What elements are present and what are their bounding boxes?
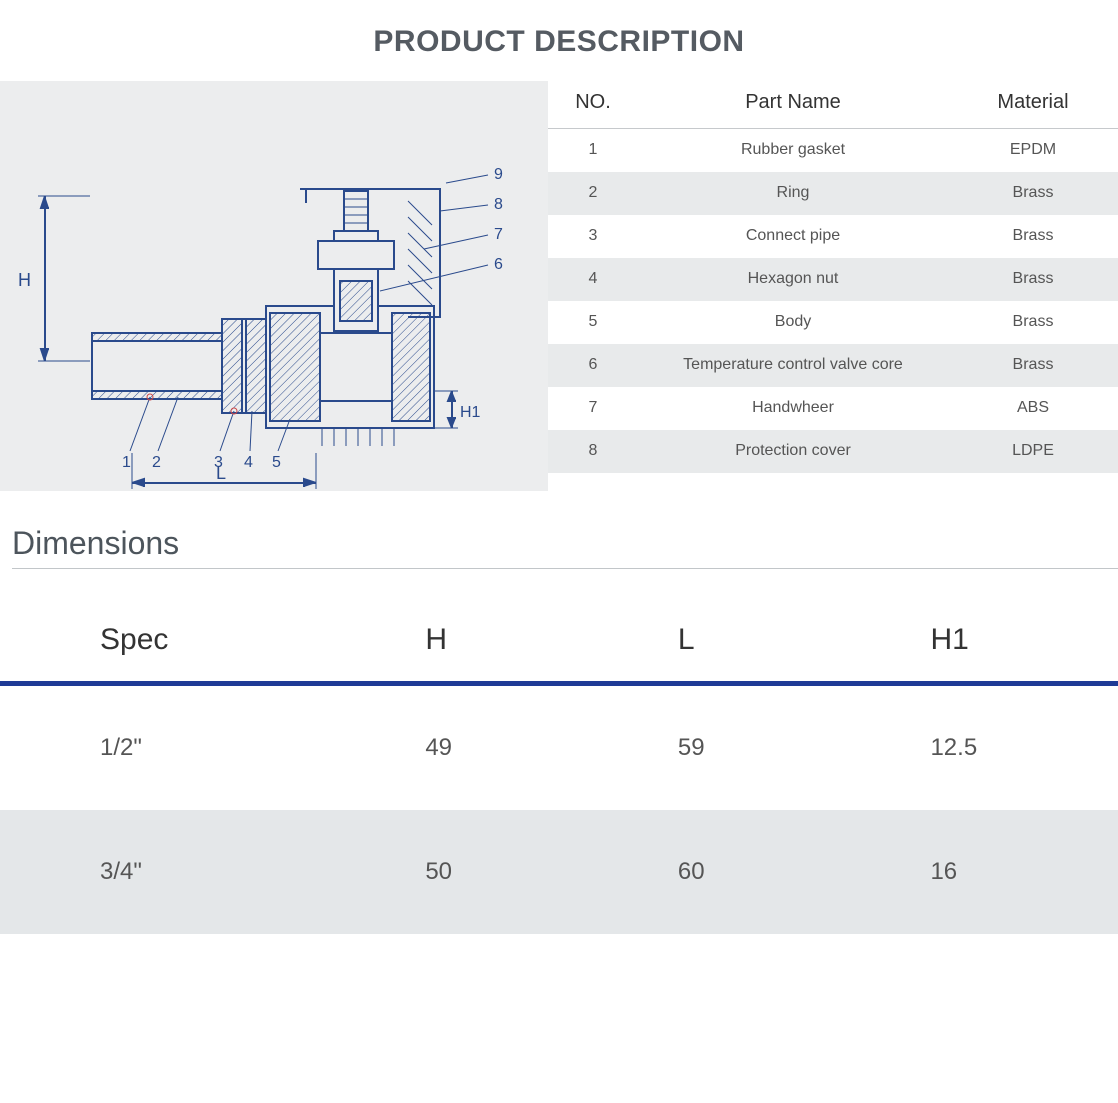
dims-cell: 16 xyxy=(830,810,1118,934)
product-diagram: H xyxy=(0,81,548,491)
parts-cell-no: 7 xyxy=(548,387,638,430)
parts-cell-mat: Brass xyxy=(948,215,1118,258)
top-section: H xyxy=(0,81,1118,491)
parts-cell-no: 5 xyxy=(548,301,638,344)
page-title: PRODUCT DESCRIPTION xyxy=(0,25,1118,59)
parts-row: 2 Ring Brass xyxy=(548,172,1118,215)
dims-cell: 12.5 xyxy=(830,684,1118,811)
dims-header-spec: Spec xyxy=(0,599,325,684)
dim-label-H: H xyxy=(18,270,31,290)
callout-4: 4 xyxy=(244,454,253,471)
callout-6: 6 xyxy=(494,256,503,273)
callout-9: 9 xyxy=(494,166,503,183)
parts-cell-no: 3 xyxy=(548,215,638,258)
parts-header-material: Material xyxy=(948,81,1118,129)
dims-cell: 59 xyxy=(578,684,831,811)
parts-row: 8 Protection cover LDPE xyxy=(548,430,1118,473)
dims-header-row: Spec H L H1 xyxy=(0,599,1118,684)
callout-1: 1 xyxy=(122,454,131,471)
parts-cell-mat: Brass xyxy=(948,344,1118,387)
parts-cell-no: 2 xyxy=(548,172,638,215)
dims-cell: 1/2" xyxy=(0,684,325,811)
parts-cell-mat: EPDM xyxy=(948,129,1118,172)
parts-cell-mat: ABS xyxy=(948,387,1118,430)
callout-2: 2 xyxy=(152,454,161,471)
dims-header-L: L xyxy=(578,599,831,684)
dimensions-table: Spec H L H1 1/2" 49 59 12.5 3/4" 50 60 1… xyxy=(0,599,1118,934)
diagram-svg: H xyxy=(0,81,548,491)
dims-cell: 50 xyxy=(325,810,578,934)
parts-cell-mat: Brass xyxy=(948,301,1118,344)
parts-row: 5 Body Brass xyxy=(548,301,1118,344)
parts-cell-part: Protection cover xyxy=(638,430,948,473)
dims-cell: 3/4" xyxy=(0,810,325,934)
parts-header-row: NO. Part Name Material xyxy=(548,81,1118,129)
callout-8: 8 xyxy=(494,196,503,213)
parts-cell-no: 8 xyxy=(548,430,638,473)
parts-header-no: NO. xyxy=(548,81,638,129)
parts-row: 6 Temperature control valve core Brass xyxy=(548,344,1118,387)
parts-cell-part: Temperature control valve core xyxy=(638,344,948,387)
dims-cell: 60 xyxy=(578,810,831,934)
parts-cell-part: Connect pipe xyxy=(638,215,948,258)
callout-7: 7 xyxy=(494,226,503,243)
dims-header-H1: H1 xyxy=(830,599,1118,684)
parts-cell-no: 4 xyxy=(548,258,638,301)
parts-cell-no: 1 xyxy=(548,129,638,172)
parts-table: NO. Part Name Material 1 Rubber gasket E… xyxy=(548,81,1118,473)
parts-cell-mat: LDPE xyxy=(948,430,1118,473)
parts-cell-part: Body xyxy=(638,301,948,344)
dim-label-H1: H1 xyxy=(460,404,481,421)
dimensions-heading: Dimensions xyxy=(12,525,1118,569)
parts-cell-part: Hexagon nut xyxy=(638,258,948,301)
parts-cell-no: 6 xyxy=(548,344,638,387)
parts-header-part: Part Name xyxy=(638,81,948,129)
dims-header-H: H xyxy=(325,599,578,684)
dim-label-L: L xyxy=(216,463,226,483)
dims-row: 3/4" 50 60 16 xyxy=(0,810,1118,934)
parts-cell-mat: Brass xyxy=(948,258,1118,301)
parts-row: 1 Rubber gasket EPDM xyxy=(548,129,1118,172)
parts-cell-part: Rubber gasket xyxy=(638,129,948,172)
parts-cell-part: Handwheer xyxy=(638,387,948,430)
parts-row: 7 Handwheer ABS xyxy=(548,387,1118,430)
dims-cell: 49 xyxy=(325,684,578,811)
dims-row: 1/2" 49 59 12.5 xyxy=(0,684,1118,811)
callout-5: 5 xyxy=(272,454,281,471)
parts-row: 4 Hexagon nut Brass xyxy=(548,258,1118,301)
parts-cell-mat: Brass xyxy=(948,172,1118,215)
parts-row: 3 Connect pipe Brass xyxy=(548,215,1118,258)
parts-cell-part: Ring xyxy=(638,172,948,215)
